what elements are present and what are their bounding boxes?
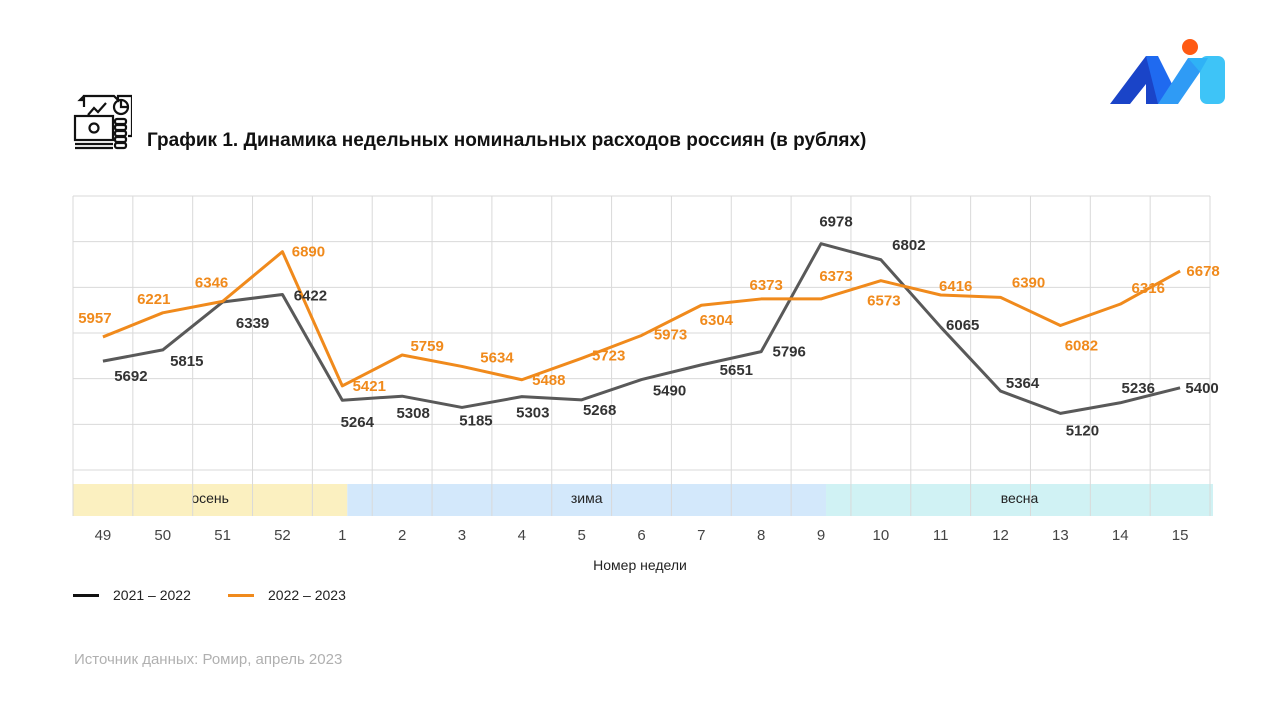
season-band	[826, 484, 1213, 516]
data-label: 6978	[819, 214, 852, 231]
data-label: 6373	[819, 268, 852, 285]
x-tick-label: 12	[992, 527, 1009, 544]
data-label: 5268	[583, 402, 616, 419]
season-label: зима	[571, 490, 603, 506]
x-tick-label: 11	[933, 527, 949, 544]
brand-logo	[1108, 36, 1228, 111]
legend-swatch	[228, 593, 254, 597]
data-label: 5236	[1122, 380, 1155, 397]
data-label: 6339	[236, 315, 269, 332]
data-label: 5303	[516, 405, 549, 422]
legend-item-2021-2022: 2021 – 2022	[73, 587, 191, 603]
data-label: 6678	[1186, 263, 1219, 280]
data-label: 5488	[532, 372, 565, 389]
data-source-note: Источник данных: Ромир, апрель 2023	[74, 651, 343, 668]
x-tick-label: 14	[1112, 527, 1129, 544]
data-label: 6304	[700, 312, 734, 329]
season-label: весна	[1001, 490, 1039, 506]
x-tick-label: 10	[873, 527, 890, 544]
x-tick-label: 8	[757, 527, 765, 544]
data-label: 5692	[114, 368, 147, 385]
data-label: 6390	[1012, 274, 1045, 291]
data-label: 5634	[480, 349, 514, 366]
data-label: 6422	[294, 287, 327, 304]
data-label: 6416	[939, 278, 972, 295]
x-tick-label: 2	[398, 527, 406, 544]
x-tick-label: 9	[817, 527, 825, 544]
data-label: 5120	[1066, 422, 1099, 439]
data-label: 6316	[1132, 280, 1165, 297]
data-label: 6373	[749, 277, 782, 294]
series-line-20212022	[102, 242, 1181, 415]
data-label: 5308	[396, 405, 429, 422]
data-label: 6890	[292, 244, 325, 261]
x-tick-label: 6	[637, 527, 645, 544]
x-tick-label: 50	[154, 527, 171, 544]
legend-label: 2021 – 2022	[113, 587, 191, 603]
data-label: 5973	[654, 326, 687, 343]
legend-item-2022-2023: 2022 – 2023	[228, 587, 346, 603]
data-label: 5364	[1006, 375, 1040, 392]
data-label: 5815	[170, 353, 203, 370]
data-label: 5759	[410, 338, 443, 355]
x-tick-label: 49	[95, 527, 112, 544]
x-tick-label: 13	[1052, 527, 1069, 544]
legend-label: 2022 – 2023	[268, 587, 346, 603]
data-label: 6065	[946, 317, 979, 334]
data-label: 6802	[892, 237, 925, 254]
x-axis-label: Номер недели	[593, 557, 687, 573]
x-tick-label: 15	[1172, 527, 1189, 544]
data-label: 5957	[78, 310, 111, 327]
legend-swatch	[73, 593, 99, 597]
x-tick-label: 52	[274, 527, 291, 544]
data-label: 5400	[1185, 380, 1218, 397]
data-label: 5264	[341, 414, 375, 431]
data-label: 5185	[459, 412, 492, 429]
data-label: 6346	[195, 274, 228, 291]
x-tick-label: 7	[697, 527, 705, 544]
x-tick-label: 1	[338, 527, 346, 544]
x-tick-label: 51	[214, 527, 231, 544]
x-tick-label: 5	[577, 527, 585, 544]
chart-title: График 1. Динамика недельных номинальных…	[147, 130, 867, 151]
season-label: осень	[191, 490, 229, 506]
data-label: 5421	[353, 378, 386, 395]
x-tick-label: 3	[458, 527, 466, 544]
data-label: 6221	[137, 291, 170, 308]
data-label: 5490	[653, 383, 686, 400]
data-label: 5651	[720, 362, 753, 379]
data-label: 6573	[867, 293, 900, 310]
series-line-20222023	[102, 250, 1181, 388]
season-band	[347, 484, 827, 516]
data-label: 5723	[592, 347, 625, 364]
x-tick-label: 4	[518, 527, 526, 544]
data-label: 6082	[1065, 338, 1098, 355]
season-band	[73, 484, 348, 516]
data-label: 5796	[772, 344, 805, 361]
